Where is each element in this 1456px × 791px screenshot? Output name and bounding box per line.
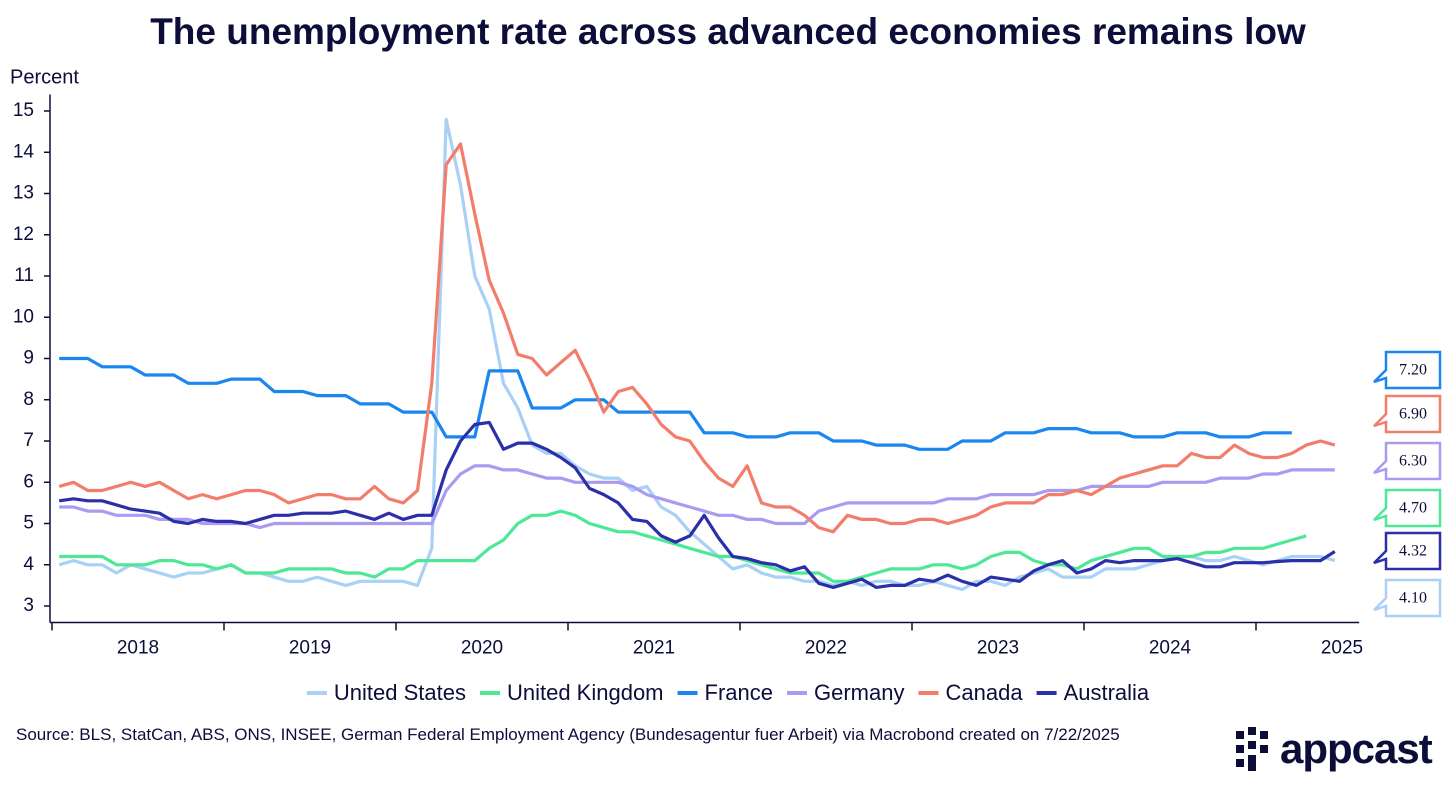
y-tick-label: 5 [23,513,34,534]
series-line [59,356,1292,451]
legend-label: France [705,680,773,705]
x-tick-label: 2021 [633,638,675,659]
value-label-box [1373,350,1442,390]
value-label: 7.20 [1399,362,1427,379]
value-label: 4.10 [1399,590,1427,607]
legend-label: United States [334,680,466,705]
y-tick-label: 13 [13,183,34,204]
series-line [58,420,1336,589]
legend-label: United Kingdom [507,680,664,705]
y-tick-label: 6 [23,471,34,492]
value-label: 6.30 [1399,453,1427,470]
value-label-box [1373,441,1442,481]
x-tick-label: 2024 [1149,638,1192,659]
x-tick-label: 2019 [289,638,331,659]
x-tick-label: 2023 [977,638,1019,659]
value-label-box [1373,531,1442,571]
y-axis-label: Percent [10,66,79,88]
x-tick-label: 2025 [1321,638,1363,659]
series-line [59,509,1307,583]
logo: appcast [1236,724,1433,774]
value-label: 6.90 [1399,406,1427,423]
y-tick-label: 3 [23,595,34,616]
chart-title: The unemployment rate across advanced ec… [150,11,1306,52]
x-tick-label: 2020 [461,638,503,659]
source-note: Source: BLS, StatCan, ABS, ONS, INSEE, G… [16,725,1120,744]
y-tick-label: 4 [23,554,34,575]
y-tick-label: 9 [23,348,34,369]
x-tick-label: 2018 [117,638,159,659]
y-tick-label: 7 [23,430,34,451]
value-label-box [1373,488,1442,528]
value-label-box [1373,578,1442,618]
x-tick-label: 2022 [805,638,847,659]
logo-icon [1236,727,1268,771]
y-tick-label: 15 [13,100,34,121]
value-label: 4.70 [1399,500,1427,517]
legend-label: Australia [1064,680,1150,705]
series-line [59,464,1335,530]
series-line [58,117,1336,592]
legend-label: Canada [945,680,1023,705]
y-tick-label: 8 [23,389,34,410]
y-tick-label: 12 [13,224,34,245]
logo-text: appcast [1280,725,1433,772]
y-tick-label: 11 [14,265,34,286]
y-tick-label: 14 [13,141,35,162]
series-line [58,142,1336,534]
y-tick-label: 10 [13,306,34,327]
legend-label: Germany [814,680,904,705]
legend: United States United Kingdom France Germany… [306,680,1150,705]
value-label: 4.32 [1399,543,1427,560]
value-label-box [1373,394,1442,434]
